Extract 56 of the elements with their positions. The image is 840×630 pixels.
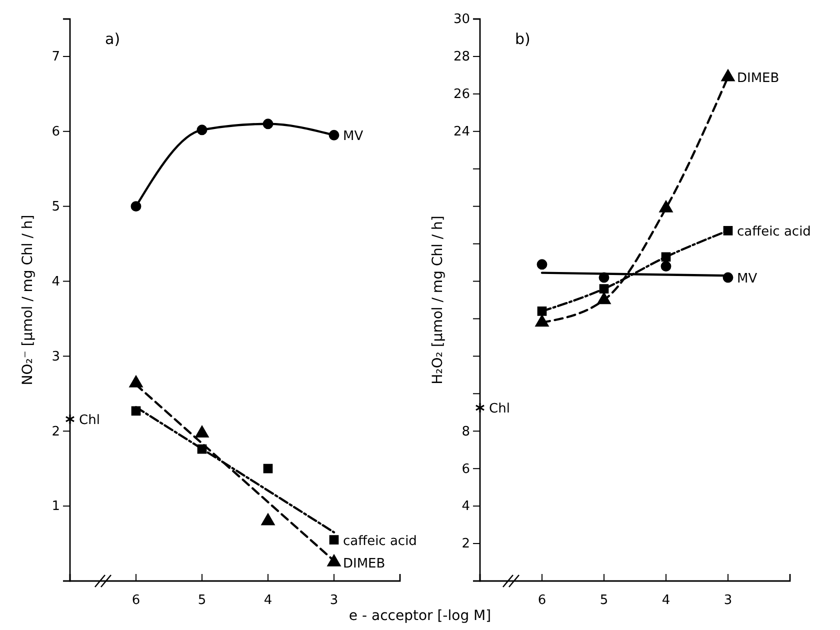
point bbox=[659, 200, 673, 212]
x-tick-label: 6 bbox=[132, 593, 140, 608]
y-tick-label: 28 bbox=[453, 50, 470, 65]
point bbox=[660, 261, 672, 272]
point bbox=[661, 252, 671, 262]
x-tick-label: 4 bbox=[264, 593, 272, 608]
point bbox=[329, 535, 339, 544]
series-label: Chl bbox=[79, 413, 100, 428]
series-label: DIMEB bbox=[343, 556, 386, 572]
y-tick-label: 1 bbox=[52, 499, 60, 514]
y-tick-label: 5 bbox=[52, 199, 60, 214]
point bbox=[263, 464, 273, 474]
y-tick-label: 2 bbox=[52, 424, 60, 440]
y-tick-label: 24 bbox=[453, 124, 470, 140]
series-label: MV bbox=[737, 272, 758, 287]
point bbox=[475, 402, 485, 414]
y-axis-title: NO₂⁻ [µmol / mg Chl / h] bbox=[20, 214, 36, 386]
text: a) bbox=[105, 30, 120, 48]
point bbox=[261, 513, 275, 526]
y-tick-label: 4 bbox=[52, 274, 60, 290]
point bbox=[129, 375, 143, 388]
point bbox=[599, 284, 609, 294]
text: b) bbox=[515, 30, 530, 48]
x-axis-title: e - acceptor [-log M] bbox=[348, 608, 492, 624]
point bbox=[195, 426, 209, 438]
point bbox=[536, 259, 548, 270]
y-tick-label: 8 bbox=[462, 424, 470, 440]
y-tick-label: 3 bbox=[52, 349, 60, 364]
x-tick-label: 5 bbox=[600, 593, 608, 608]
y-tick-label: 2 bbox=[462, 536, 470, 552]
y-tick-label: 6 bbox=[462, 462, 470, 477]
series-label: DIMEB bbox=[737, 71, 780, 86]
point bbox=[721, 69, 735, 82]
series-label: MV bbox=[343, 129, 364, 144]
point bbox=[723, 226, 733, 236]
x-tick-label: 4 bbox=[662, 593, 670, 608]
y-axis-title: H₂O₂ [µmol / mg Chl / h] bbox=[430, 216, 446, 384]
point bbox=[328, 130, 340, 140]
point bbox=[327, 554, 341, 566]
x-tick-label: 3 bbox=[724, 593, 732, 608]
x-tick-label: 6 bbox=[538, 593, 546, 608]
point bbox=[196, 124, 208, 136]
series-label: caffeic acid bbox=[343, 534, 417, 549]
point bbox=[537, 306, 547, 316]
point bbox=[65, 414, 75, 425]
y-tick-label: 6 bbox=[52, 124, 60, 140]
point bbox=[262, 118, 274, 130]
y-tick-label: 4 bbox=[462, 499, 470, 514]
y-tick-label: 26 bbox=[453, 87, 470, 102]
y-tick-label: 30 bbox=[453, 12, 470, 28]
point bbox=[130, 201, 142, 212]
y-tick-label: 7 bbox=[52, 50, 60, 65]
series-label: caffeic acid bbox=[737, 224, 811, 240]
series-label: Chl bbox=[489, 402, 510, 417]
x-tick-label: 3 bbox=[330, 593, 338, 608]
x-tick-label: 5 bbox=[198, 593, 206, 608]
